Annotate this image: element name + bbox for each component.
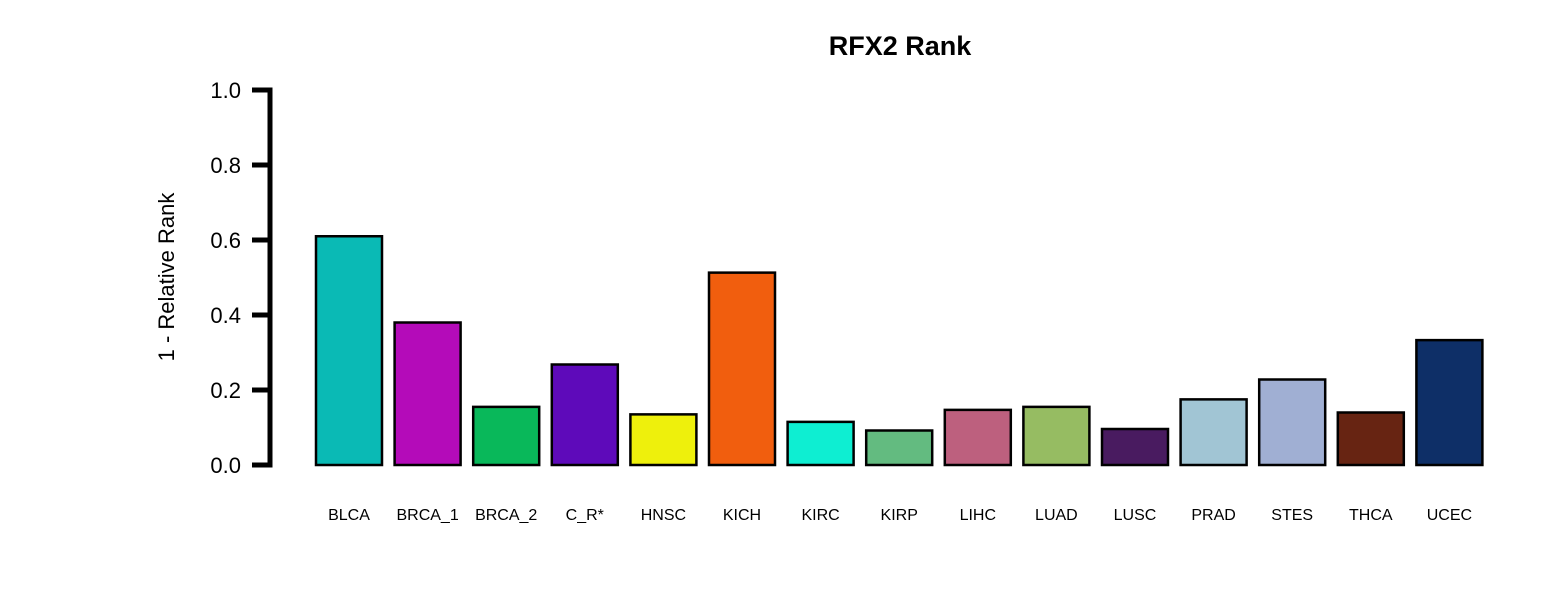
x-tick-label: STES [1271, 507, 1313, 524]
bars-group [314, 235, 1484, 467]
x-tick-label: KICH [723, 507, 761, 524]
x-tick-label: KIRC [801, 507, 839, 524]
x-tick-label: BRCA_1 [396, 507, 458, 524]
x-tick-label: LUAD [1035, 507, 1078, 524]
bar-brca-2 [471, 405, 541, 467]
y-axis-label: 1 - Relative Rank [154, 192, 179, 362]
bar-kirc [786, 420, 855, 467]
bar-lusc [1100, 427, 1170, 467]
x-tick-label: C_R* [566, 507, 604, 524]
bar-lihc [943, 408, 1013, 467]
x-tick-label: KIRP [881, 507, 918, 524]
x-tick-label: BRCA_2 [475, 507, 537, 524]
y-tick-label: 0.2 [210, 378, 241, 403]
bar-blca [314, 235, 384, 467]
bar-thca [1336, 411, 1406, 467]
bar-kirp [864, 429, 934, 467]
bar-hnsc [629, 413, 698, 467]
y-tick-label: 0.6 [210, 228, 241, 253]
x-tick-label: PRAD [1191, 507, 1235, 524]
bar-stes [1257, 378, 1327, 467]
bar-c-r [550, 363, 620, 467]
bar-brca-1 [393, 321, 462, 467]
y-axis: 0.0 0.2 0.4 0.6 0.8 1.0 [210, 78, 273, 478]
bar-luad [1022, 405, 1091, 467]
x-tick-label: LIHC [960, 507, 996, 524]
y-tick-label: 0.0 [210, 453, 241, 478]
y-tick-label: 0.4 [210, 303, 241, 328]
chart-title: RFX2 Rank [829, 31, 973, 61]
x-tick-label: THCA [1349, 507, 1393, 524]
y-tick-label: 1.0 [210, 78, 241, 103]
bar-kich [707, 271, 777, 467]
x-tick-labels: BLCA BRCA_1 BRCA_2 C_R* HNSC KICH KIRC KIRP LIHC… [328, 507, 1472, 524]
x-tick-label: HNSC [641, 507, 686, 524]
y-tick-label: 0.8 [210, 153, 241, 178]
x-tick-label: UCEC [1427, 507, 1472, 524]
x-tick-label: BLCA [328, 507, 370, 524]
x-tick-label: LUSC [1114, 507, 1157, 524]
bar-ucec [1415, 338, 1484, 467]
bar-prad [1179, 398, 1248, 467]
